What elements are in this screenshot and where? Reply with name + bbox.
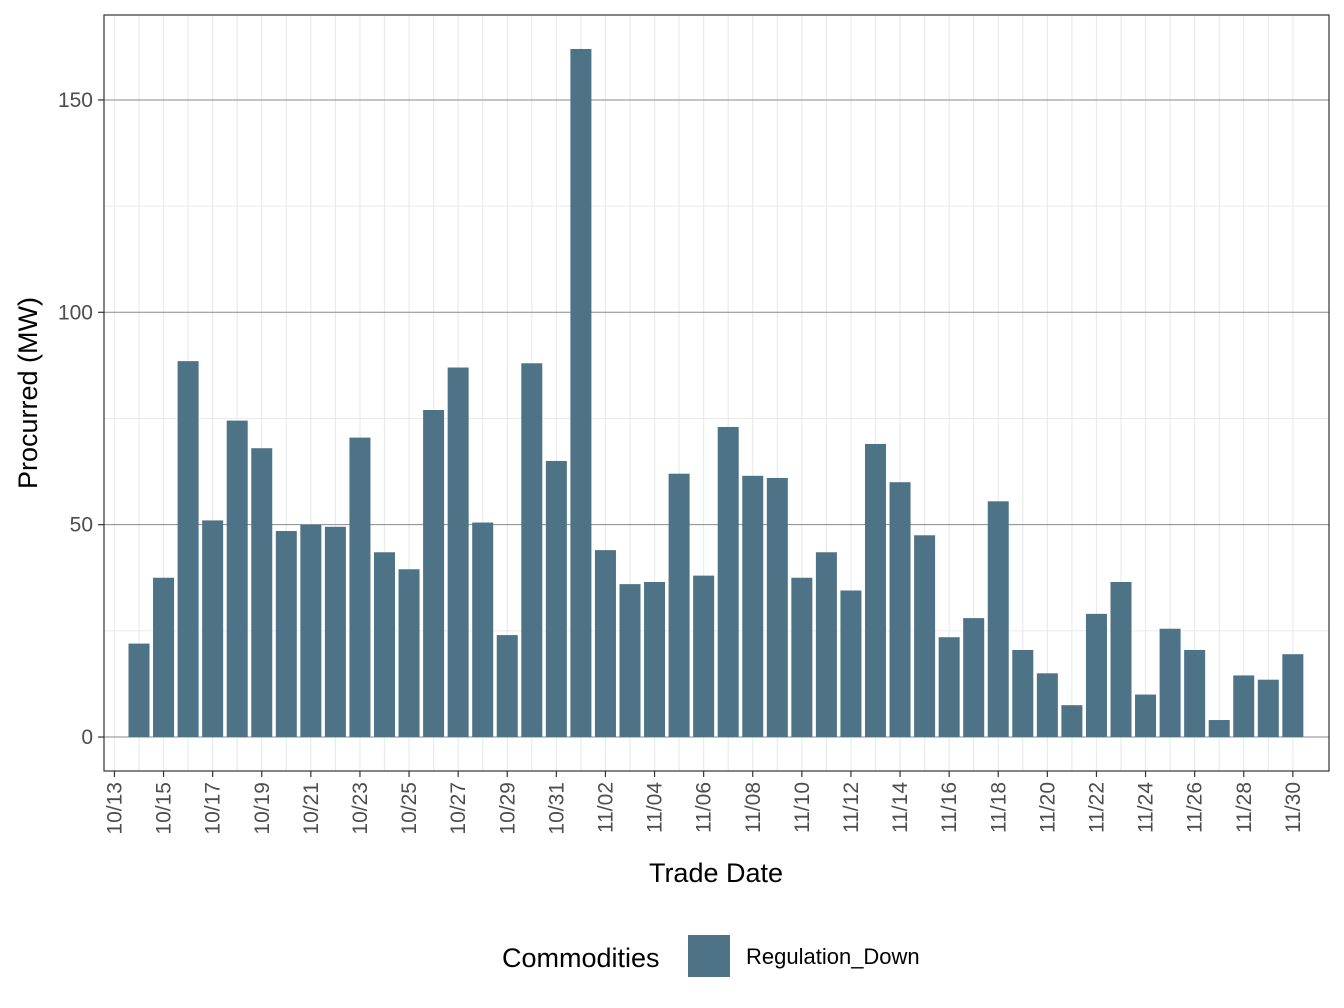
bar-10-28 — [472, 522, 494, 738]
x-tick-label: 11/24 — [1135, 782, 1158, 833]
legend: Commodities Regulation_Down — [502, 935, 920, 977]
bar-11-30 — [1282, 654, 1304, 738]
bar-11-12 — [840, 590, 862, 738]
bar-10-31 — [545, 460, 567, 738]
y-tick-label: 150 — [58, 89, 93, 112]
x-tick-label: 11/30 — [1282, 782, 1305, 833]
x-tick-label: 11/10 — [791, 782, 814, 833]
bar-11-24 — [1135, 694, 1157, 738]
x-tick-label: 10/21 — [300, 782, 323, 835]
bar-11-21 — [1061, 705, 1083, 738]
bar-10-26 — [423, 409, 445, 738]
bar-11-23 — [1110, 582, 1132, 738]
panel-border-rect — [103, 14, 1330, 772]
x-tick-label: 10/15 — [153, 782, 176, 835]
panel-border — [103, 14, 1330, 772]
bar-11-29 — [1257, 679, 1279, 738]
bar-10-25 — [398, 569, 420, 738]
bar-10-19 — [251, 448, 273, 738]
bar-11-26 — [1184, 649, 1206, 738]
bar-11-11 — [815, 552, 837, 738]
bar-11-13 — [865, 443, 886, 738]
y-axis: 0 50 100 150 — [58, 89, 104, 749]
x-tick-label: 11/26 — [1184, 782, 1207, 833]
bar-10-27 — [447, 367, 469, 738]
bar-11-10 — [791, 577, 813, 738]
x-tick-label: 11/14 — [889, 782, 912, 833]
x-tick-label: 11/06 — [693, 782, 716, 833]
bar-10-20 — [275, 531, 297, 738]
bar-11-17 — [963, 618, 985, 738]
bar-11-25 — [1159, 628, 1181, 738]
bar-10-21 — [300, 524, 322, 738]
bar-10-29 — [496, 635, 518, 738]
x-tick-label: 11/08 — [742, 782, 765, 833]
bar-11-07 — [717, 426, 739, 738]
bar-10-15 — [153, 577, 175, 738]
y-tick-label: 0 — [81, 726, 93, 749]
bar-11-01 — [570, 48, 592, 738]
legend-title: Commodities — [502, 943, 660, 973]
bar-11-28 — [1233, 675, 1255, 738]
x-tick-label: 11/20 — [1036, 782, 1059, 833]
bar-10-14 — [128, 643, 150, 738]
x-tick-label: 10/13 — [103, 782, 126, 835]
bar-10-23 — [349, 437, 371, 738]
x-tick-label: 11/28 — [1233, 782, 1256, 833]
bar-10-17 — [202, 520, 224, 738]
bar-11-18 — [987, 501, 1009, 738]
bar-11-05 — [668, 473, 690, 738]
legend-label-regulation-down: Regulation_Down — [746, 944, 920, 969]
bar-11-16 — [938, 637, 960, 738]
bar-11-22 — [1085, 613, 1107, 738]
x-tick-label: 11/22 — [1085, 782, 1108, 833]
x-tick-label: 11/16 — [938, 782, 961, 833]
x-axis: 10/13 10/15 10/17 10/19 10/21 10/23 10/25 10/27… — [103, 771, 1305, 835]
bar-11-14 — [889, 482, 911, 738]
y-tick-label: 50 — [70, 514, 93, 537]
x-tick-label: 10/31 — [545, 782, 568, 835]
bar-10-24 — [374, 552, 395, 738]
x-tick-label: 10/25 — [398, 782, 421, 835]
y-axis-title: Procurred (MW) — [13, 297, 43, 489]
bar-10-30 — [521, 363, 543, 738]
x-tick-label: 10/23 — [349, 782, 372, 835]
bar-11-02 — [594, 550, 616, 738]
bar-11-06 — [693, 575, 715, 738]
bar-11-27 — [1208, 720, 1230, 738]
x-tick-label: 10/29 — [496, 782, 519, 835]
bar-10-16 — [177, 361, 199, 738]
legend-key-regulation-down — [688, 935, 730, 977]
bars-layer — [128, 48, 1304, 738]
bar-11-08 — [742, 475, 764, 738]
x-tick-label: 11/12 — [840, 782, 863, 833]
bar-11-09 — [766, 477, 788, 738]
x-tick-label: 10/19 — [251, 782, 274, 835]
bar-11-04 — [644, 582, 666, 738]
x-tick-label: 11/04 — [644, 782, 667, 833]
bar-11-15 — [914, 535, 936, 738]
bar-10-22 — [324, 526, 346, 738]
x-tick-label: 11/18 — [987, 782, 1010, 833]
bar-11-03 — [619, 584, 641, 738]
bar-10-18 — [226, 420, 248, 738]
y-tick-label: 100 — [58, 301, 93, 324]
x-tick-label: 11/02 — [594, 782, 617, 833]
bar-11-20 — [1036, 673, 1058, 738]
x-tick-label: 10/27 — [447, 782, 470, 835]
x-tick-label: 10/17 — [202, 782, 225, 835]
x-axis-title: Trade Date — [649, 858, 783, 888]
bar-11-19 — [1012, 649, 1034, 738]
